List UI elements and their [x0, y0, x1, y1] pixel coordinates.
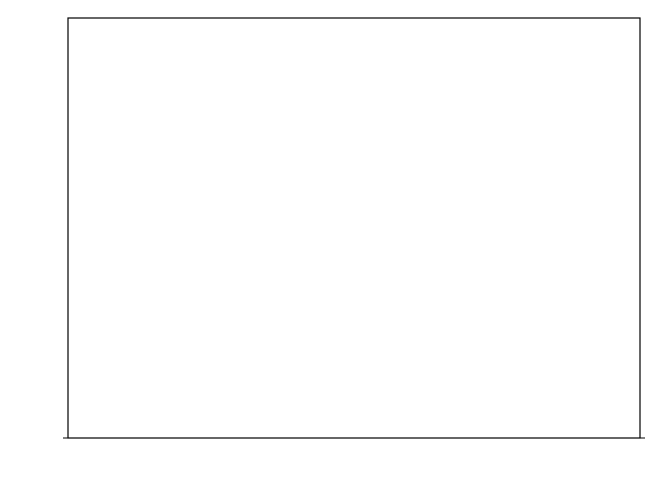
- dose-response-chart: [0, 0, 667, 500]
